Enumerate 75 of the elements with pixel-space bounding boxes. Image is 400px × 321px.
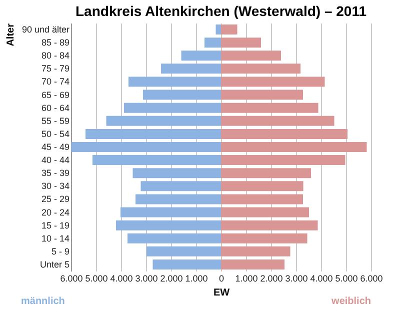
bar xyxy=(71,142,221,152)
y-tick-label: 90 und älter xyxy=(22,24,70,35)
y-tick-label: Unter 5 xyxy=(40,259,70,270)
bar xyxy=(221,64,300,74)
bar xyxy=(221,116,334,126)
x-tick-label: 2.000 xyxy=(260,274,283,284)
bar xyxy=(221,246,290,256)
bar xyxy=(161,64,221,74)
bar xyxy=(128,76,221,87)
bar xyxy=(146,246,221,256)
y-tick-label: 50 - 54 xyxy=(41,128,70,139)
y-tick-label: 15 - 19 xyxy=(41,220,70,230)
bar xyxy=(221,259,284,270)
bar xyxy=(132,168,221,178)
y-tick-label: 35 - 39 xyxy=(41,168,70,178)
x-tick-label: 4.000 xyxy=(110,274,133,284)
bar xyxy=(221,220,318,230)
x-tick-label: 5.000 xyxy=(85,274,108,284)
bar xyxy=(116,220,221,230)
bar xyxy=(221,233,308,244)
x-tick-label: 6.000 xyxy=(360,274,383,284)
bar xyxy=(204,38,221,48)
bar xyxy=(221,181,304,192)
y-tick-label: 80 - 84 xyxy=(41,50,70,61)
bar xyxy=(143,90,221,100)
bar xyxy=(120,207,221,218)
text: weiblich xyxy=(330,296,371,307)
x-tick-label: 1.000 xyxy=(185,274,208,284)
y-tick-label: 70 - 74 xyxy=(41,76,70,87)
y-tick-label: 65 - 69 xyxy=(41,90,70,100)
y-tick-label: 20 - 24 xyxy=(41,207,70,218)
x-tick-label: 2.000 xyxy=(160,274,183,284)
x-tick-label: 6.000 xyxy=(60,274,83,284)
bar xyxy=(181,50,221,61)
x-tick-label: 4.000 xyxy=(310,274,333,284)
bar xyxy=(136,194,221,204)
y-tick-label: 75 - 79 xyxy=(41,64,70,74)
x-axis-title: EW xyxy=(213,288,230,298)
y-tick-label: 60 - 64 xyxy=(41,102,70,113)
bar xyxy=(221,207,309,218)
bar xyxy=(221,50,281,61)
bar xyxy=(221,90,303,100)
bar xyxy=(216,24,221,35)
bar xyxy=(221,155,346,166)
y-tick-label: 40 - 44 xyxy=(41,155,70,166)
y-tick-label: 85 - 89 xyxy=(41,38,70,48)
y-tick-label: 5 - 9 xyxy=(51,246,70,256)
y-tick-label: 30 - 34 xyxy=(41,181,70,192)
chart-title: Landkreis Altenkirchen (Westerwald) – 2011 xyxy=(75,3,367,19)
bar xyxy=(152,259,221,270)
x-tick-label: 5.000 xyxy=(335,274,358,284)
y-axis-title: Alter xyxy=(6,23,16,46)
y-tick-label: 45 - 49 xyxy=(41,142,70,152)
bar xyxy=(140,181,221,192)
bar xyxy=(92,155,221,166)
bar xyxy=(106,116,221,126)
bar xyxy=(221,38,261,48)
x-tick-label: 0 xyxy=(218,274,224,284)
y-tick-label: 25 - 29 xyxy=(41,194,70,204)
bar xyxy=(221,76,325,87)
bar xyxy=(221,142,367,152)
bar xyxy=(221,102,318,113)
bar xyxy=(128,233,221,244)
bar xyxy=(86,128,221,139)
x-tick-label: 3.000 xyxy=(135,274,158,284)
bar xyxy=(221,128,348,139)
y-tick-label: 55 - 59 xyxy=(41,116,70,126)
bar xyxy=(221,24,238,35)
text: männlich xyxy=(21,296,65,307)
bar xyxy=(124,102,221,113)
x-tick-label: 1.000 xyxy=(235,274,258,284)
y-tick-label: 10 - 14 xyxy=(41,233,70,244)
x-tick-label: 3.000 xyxy=(285,274,308,284)
bar xyxy=(221,168,311,178)
bar xyxy=(221,194,303,204)
